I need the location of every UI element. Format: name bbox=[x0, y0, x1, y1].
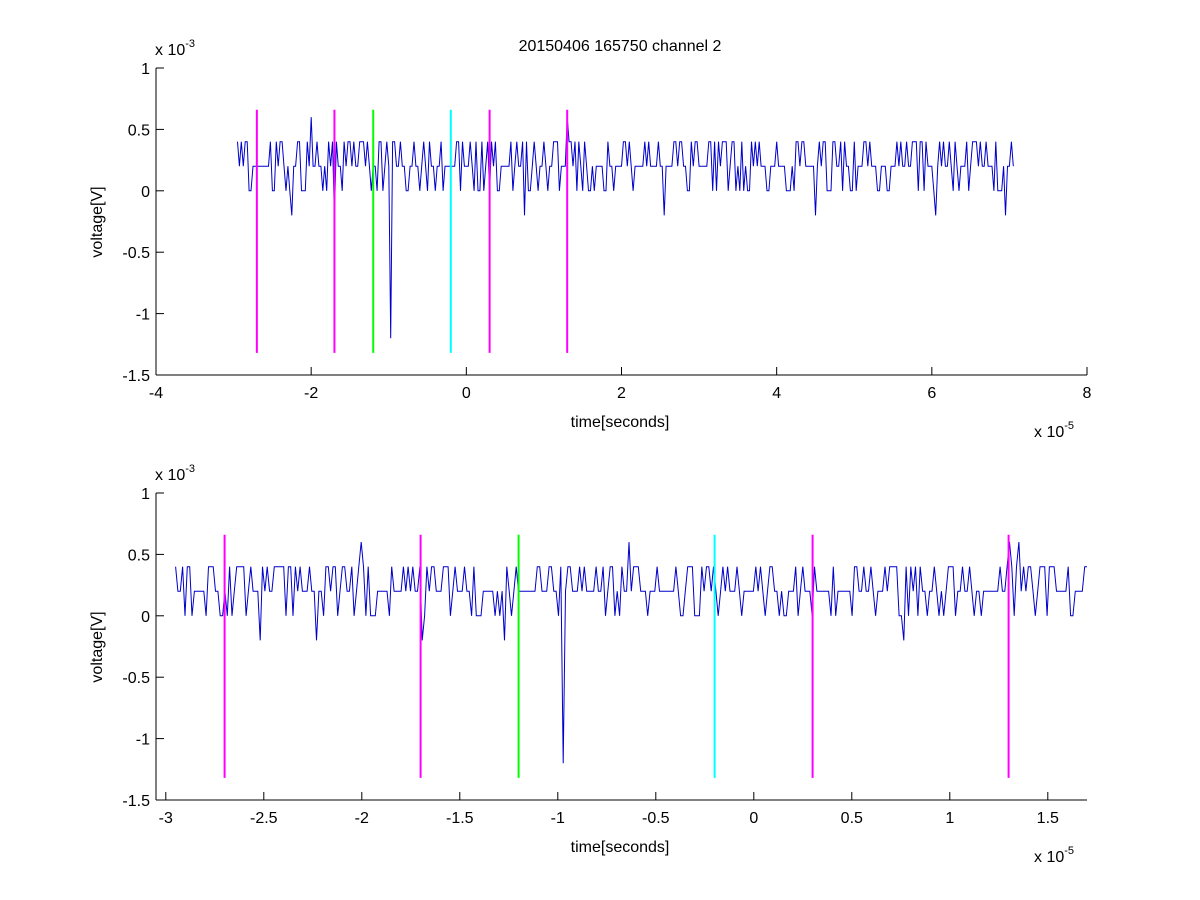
top-x-tick-label: 8 bbox=[1083, 385, 1092, 402]
top-plot: -4 -2 0 2 4 6 8 -1.5 -1 -0.5 0 0.5 1 time[seconds] v… bbox=[89, 38, 1092, 441]
top-x-tick-label: -2 bbox=[304, 385, 318, 402]
bottom-y-multiplier-exponent: -3 bbox=[185, 463, 195, 475]
bottom-x-tick-label: -2.5 bbox=[250, 810, 278, 827]
bottom-x-axis-label: time[seconds] bbox=[571, 839, 670, 856]
top-x-axis-label: time[seconds] bbox=[571, 414, 670, 431]
top-y-tick-label: -1.5 bbox=[122, 368, 150, 385]
top-y-tick-label: -0.5 bbox=[122, 245, 150, 262]
bottom-plot: -3 -2.5 -2 -1.5 -1 -0.5 0 0.5 1 1.5 -1.5 -1 -0.5 0 0.5… bbox=[89, 463, 1087, 866]
bottom-y-multiplier: x 10-3 bbox=[155, 463, 195, 484]
bottom-x-tick-label: -1 bbox=[551, 810, 565, 827]
top-x-tick-label: -4 bbox=[149, 385, 163, 402]
bottom-x-tick-label: 1.5 bbox=[1037, 810, 1059, 827]
top-y-multiplier-base: x 10 bbox=[155, 42, 185, 59]
top-x-tick-label: 4 bbox=[772, 385, 781, 402]
top-x-multiplier-base: x 10 bbox=[1034, 424, 1064, 441]
top-y-axis-label: voltage[V] bbox=[89, 186, 106, 257]
bottom-x-tick-label: 0 bbox=[749, 810, 758, 827]
top-y-tick-label: -1 bbox=[136, 307, 150, 324]
bottom-signal-series-line bbox=[175, 542, 1087, 764]
bottom-x-multiplier: x 10-5 bbox=[1034, 845, 1074, 866]
bottom-y-tick-label: -0.5 bbox=[122, 670, 150, 687]
figure-title: 20150406 165750 channel 2 bbox=[519, 38, 722, 55]
bottom-y-axis-label: voltage[V] bbox=[89, 611, 106, 682]
bottom-y-multiplier-base: x 10 bbox=[155, 467, 185, 484]
bottom-x-multiplier-base: x 10 bbox=[1034, 849, 1064, 866]
bottom-x-multiplier-exponent: -5 bbox=[1064, 845, 1074, 857]
top-y-tick-label: 1 bbox=[141, 61, 150, 78]
top-x-multiplier-exponent: -5 bbox=[1064, 420, 1074, 432]
bottom-x-tick-label: -1.5 bbox=[446, 810, 474, 827]
top-y-tick-label: 0 bbox=[141, 184, 150, 201]
bottom-y-tick-label: 1 bbox=[141, 486, 150, 503]
bottom-y-tick-label: 0 bbox=[141, 609, 150, 626]
bottom-y-tick-label: -1 bbox=[136, 732, 150, 749]
bottom-y-tick-label: 0.5 bbox=[128, 547, 150, 564]
top-x-tick-label: 0 bbox=[462, 385, 471, 402]
bottom-y-tick-label: -1.5 bbox=[122, 793, 150, 810]
bottom-x-tick-label: -2 bbox=[355, 810, 369, 827]
top-x-multiplier: x 10-5 bbox=[1034, 420, 1074, 441]
top-x-tick-label: 6 bbox=[927, 385, 936, 402]
bottom-x-tick-label: 1 bbox=[945, 810, 954, 827]
bottom-x-tick-label: 0.5 bbox=[841, 810, 863, 827]
bottom-x-tick-label: -3 bbox=[159, 810, 173, 827]
top-y-multiplier: x 10-3 bbox=[155, 38, 195, 59]
top-y-tick-label: 0.5 bbox=[128, 122, 150, 139]
bottom-x-tick-label: -0.5 bbox=[642, 810, 670, 827]
top-x-tick-label: 2 bbox=[617, 385, 626, 402]
top-signal-series-line bbox=[237, 117, 1014, 339]
top-y-multiplier-exponent: -3 bbox=[185, 38, 195, 50]
